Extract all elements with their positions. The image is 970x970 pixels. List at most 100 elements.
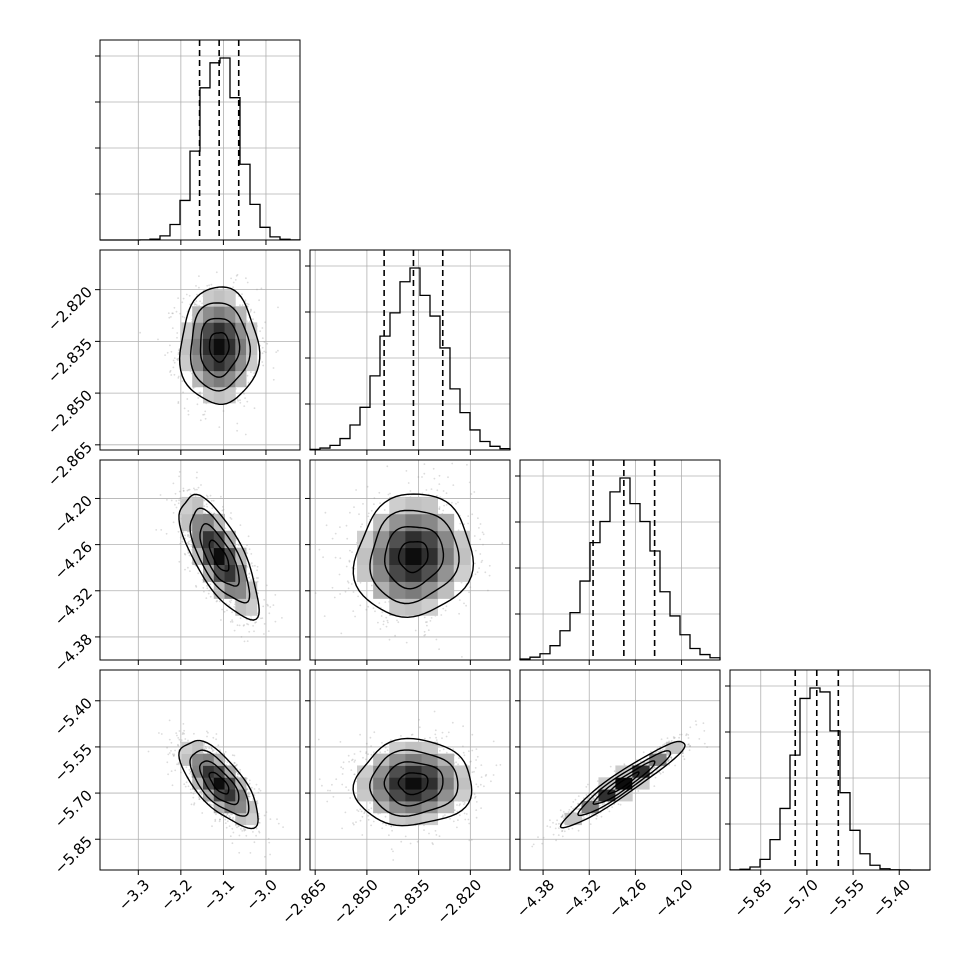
scatter-point [245, 834, 248, 837]
panel-content [155, 471, 283, 643]
scatter-point [177, 357, 180, 360]
density-cell [181, 513, 193, 532]
scatter-point [475, 748, 478, 750]
scatter-point [251, 786, 253, 789]
scatter-point [160, 529, 163, 531]
scatter-point [442, 490, 445, 492]
scatter-point [345, 524, 348, 527]
scatter-point [182, 297, 185, 300]
scatter-point [200, 791, 202, 794]
scatter-point [246, 320, 249, 322]
scatter-point [438, 835, 441, 838]
scatter-point [233, 762, 236, 764]
scatter-point [193, 487, 195, 490]
scatter-point [208, 803, 211, 805]
scatter-point [468, 591, 470, 594]
scatter-point [456, 804, 458, 806]
scatter-point [467, 522, 469, 525]
scatter-point [468, 822, 471, 825]
scatter-point [170, 316, 172, 318]
scatter-point [229, 601, 232, 604]
scatter-point [385, 616, 388, 619]
histogram-panel-0 [95, 39, 301, 245]
scatter-point [339, 593, 341, 595]
scatter-point [256, 565, 259, 568]
density-cell [421, 547, 439, 566]
density-cell [389, 513, 406, 532]
scatter-point [185, 293, 188, 296]
scatter-point [397, 621, 400, 624]
scatter-point [236, 429, 239, 432]
scatter-point [256, 288, 258, 291]
scatter-point [188, 294, 191, 297]
scatter-point [242, 828, 245, 830]
scatter-point [275, 351, 278, 353]
density-cell [389, 496, 406, 515]
contour-3 [352, 493, 475, 619]
scatter-point [426, 621, 428, 623]
scatter-point [237, 399, 240, 402]
density-cell [246, 338, 258, 356]
scatter-point [325, 524, 328, 527]
density-cell [405, 513, 422, 532]
scatter-point [250, 578, 252, 581]
scatter-point [188, 488, 191, 491]
scatter-point [234, 279, 237, 281]
scatter-point [346, 537, 349, 540]
density-cell [235, 306, 247, 323]
scatter-point [193, 303, 196, 306]
scatter-point [180, 739, 183, 741]
scatter-point [195, 586, 198, 588]
scatter-point [417, 476, 420, 478]
scatter-point [339, 557, 342, 560]
scatter-point [244, 299, 247, 302]
scatter-point [265, 351, 267, 354]
scatter-point [440, 614, 443, 616]
scatter-point [177, 743, 179, 746]
scatter-point [212, 749, 215, 752]
scatter-point [365, 751, 368, 753]
scatter-point [173, 753, 176, 756]
scatter-point [373, 503, 375, 506]
density-cell [203, 777, 215, 790]
scatter-point [158, 732, 160, 734]
scatter-point [216, 600, 219, 602]
scatter-point [226, 813, 229, 816]
density-cell [373, 564, 390, 582]
scatter-point [381, 822, 384, 825]
scatter-point [475, 759, 477, 761]
scatter-point [212, 804, 215, 807]
density-cell [405, 530, 422, 549]
scatter-point [188, 534, 190, 536]
scatter-point [172, 359, 175, 362]
scatter-point [384, 746, 387, 749]
scatter-point [469, 586, 472, 589]
density-cell [235, 801, 247, 814]
scatter-point [477, 517, 479, 520]
scatter-point [233, 754, 236, 757]
scatter-point [479, 523, 482, 525]
scatter-point [208, 284, 211, 287]
scatter-point [385, 625, 388, 628]
scatter-point [177, 763, 180, 766]
scatter-point [201, 812, 204, 814]
scatter-point [204, 512, 206, 515]
scatter-point [433, 477, 436, 480]
scatter-point [174, 769, 177, 772]
scatter-point [235, 764, 238, 767]
scatter-point [355, 489, 357, 491]
panel-content [139, 271, 279, 436]
scatter-point [353, 773, 356, 776]
scatter-point [231, 827, 234, 830]
scatter-point [165, 532, 168, 535]
scatter-point [205, 747, 208, 750]
scatter-point [231, 621, 234, 623]
scatter-point [187, 535, 189, 538]
contour-2 [189, 749, 250, 817]
panel-frame [99, 669, 301, 871]
scatter-point [223, 610, 226, 613]
scatter-point [139, 331, 142, 334]
scatter-point [211, 507, 214, 509]
scatter-point [239, 401, 242, 404]
density-cell [213, 322, 225, 339]
